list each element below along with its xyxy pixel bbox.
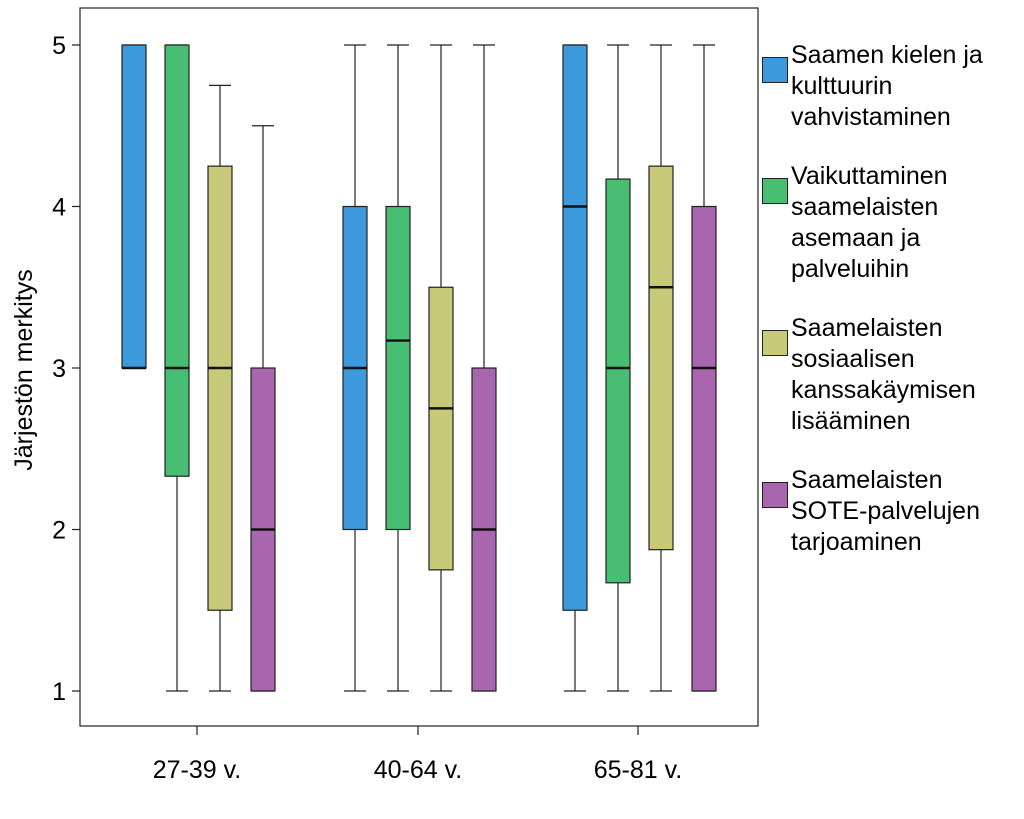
legend-item: Saamelaisten sosiaalisen kanssakäymisen …: [760, 313, 1024, 437]
iqr-box: [121, 44, 147, 369]
box-3-2: [605, 44, 631, 692]
y-tick-label: 3: [52, 355, 66, 383]
box-2-3: [428, 44, 454, 692]
y-axis-label: Järjestön merkitys: [10, 269, 38, 470]
legend-item: Saamen kielen ja kulttuurin vahvistamine…: [760, 40, 1024, 133]
iqr-box: [385, 205, 411, 531]
x-tick-label: 27-39 v.: [153, 756, 241, 784]
legend: Saamen kielen ja kulttuurin vahvistamine…: [760, 40, 1024, 586]
plot-frame: [79, 7, 759, 727]
box-1-4: [250, 125, 276, 692]
box-2-1: [342, 44, 368, 692]
legend-label: Saamelaisten sosiaalisen kanssakäymisen …: [791, 314, 976, 435]
legend-swatch: [762, 482, 788, 508]
iqr-box: [428, 286, 454, 571]
box-1-3: [207, 84, 233, 692]
box-2-2: [385, 44, 411, 692]
x-tick-label: 40-64 v.: [374, 756, 462, 784]
legend-label: Saamen kielen ja kulttuurin vahvistamine…: [791, 41, 983, 131]
y-tick-label: 2: [52, 517, 66, 545]
legend-swatch: [762, 178, 788, 204]
legend-swatch: [762, 330, 788, 356]
legend-item: Saamelaisten SOTE-palvelujen tarjoaminen: [760, 465, 1024, 558]
x-tick-label: 65-81 v.: [594, 756, 682, 784]
box-1-2: [164, 44, 190, 692]
y-tick-label: 4: [52, 194, 66, 222]
box-1-1: [121, 44, 147, 370]
y-tick-label: 1: [52, 678, 66, 706]
x-axis: 27-39 v. 40-64 v. 65-81 v.: [153, 726, 682, 784]
iqr-box: [605, 178, 631, 584]
box-series: [121, 44, 717, 692]
y-axis: 1 2 3 4 5: [52, 32, 80, 706]
box-3-3: [648, 44, 674, 692]
y-tick-label: 5: [52, 32, 66, 60]
iqr-box: [207, 165, 233, 611]
iqr-box: [648, 165, 674, 551]
legend-label: Saamelaisten SOTE-palvelujen tarjoaminen: [791, 466, 980, 556]
box-2-4: [471, 44, 497, 692]
iqr-box: [691, 205, 717, 692]
box-3-1: [562, 44, 588, 692]
legend-label: Vaikuttaminen saamelaisten asemaan ja pa…: [791, 162, 948, 283]
iqr-box: [164, 44, 190, 477]
box-3-4: [691, 44, 717, 692]
legend-swatch: [762, 57, 788, 83]
iqr-box: [562, 44, 588, 611]
legend-item: Vaikuttaminen saamelaisten asemaan ja pa…: [760, 161, 1024, 285]
